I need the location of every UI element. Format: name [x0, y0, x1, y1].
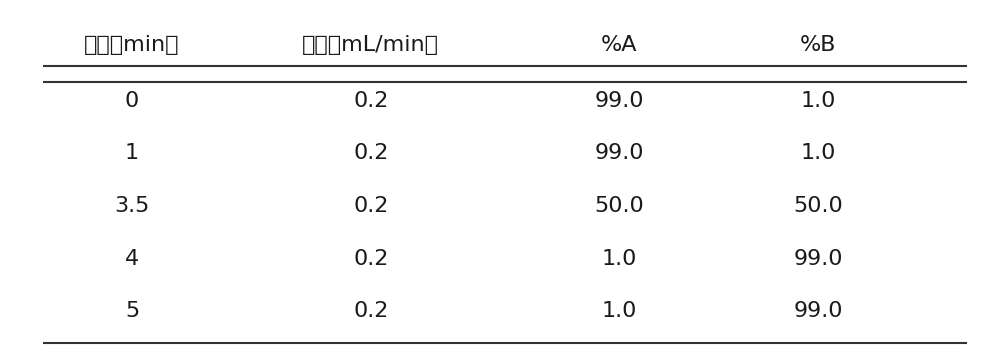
Text: 99.0: 99.0 — [595, 91, 644, 111]
Text: 50.0: 50.0 — [594, 196, 644, 216]
Text: 99.0: 99.0 — [793, 301, 843, 321]
Text: 0.2: 0.2 — [353, 143, 388, 163]
Text: 1.0: 1.0 — [801, 143, 836, 163]
Text: 99.0: 99.0 — [793, 248, 843, 269]
Text: 1: 1 — [125, 143, 139, 163]
Text: 0.2: 0.2 — [353, 196, 388, 216]
Text: 1.0: 1.0 — [801, 91, 836, 111]
Text: 0.2: 0.2 — [353, 248, 388, 269]
Text: 99.0: 99.0 — [595, 143, 644, 163]
Text: 0.2: 0.2 — [353, 91, 388, 111]
Text: 时间（min）: 时间（min） — [84, 35, 180, 55]
Text: 4: 4 — [125, 248, 139, 269]
Text: 1.0: 1.0 — [602, 248, 637, 269]
Text: 0: 0 — [125, 91, 139, 111]
Text: 5: 5 — [125, 301, 139, 321]
Text: %A: %A — [601, 35, 638, 55]
Text: 1.0: 1.0 — [602, 301, 637, 321]
Text: 50.0: 50.0 — [793, 196, 843, 216]
Text: 3.5: 3.5 — [114, 196, 150, 216]
Text: 流速（mL/min）: 流速（mL/min） — [302, 35, 439, 55]
Text: 0.2: 0.2 — [353, 301, 388, 321]
Text: %B: %B — [800, 35, 836, 55]
